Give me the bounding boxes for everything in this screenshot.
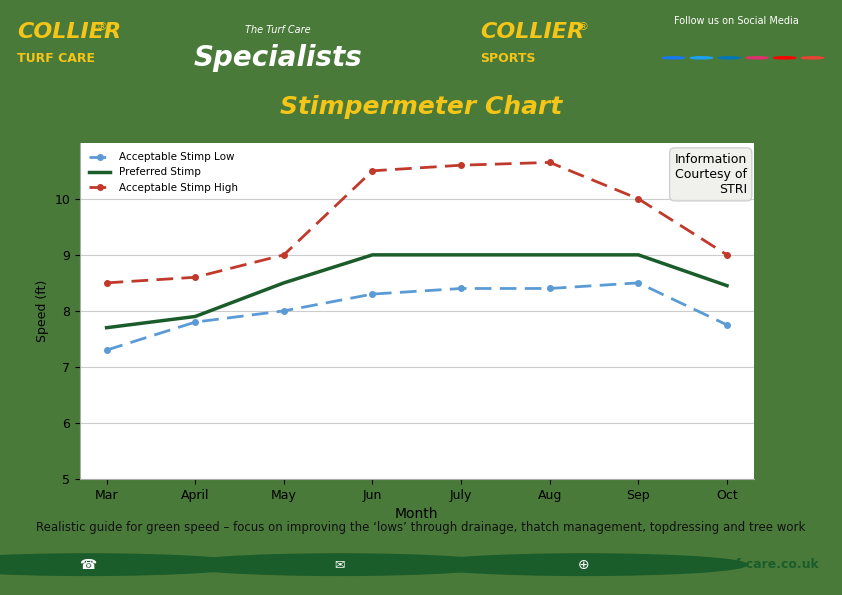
Text: The Turf Care: The Turf Care xyxy=(245,25,311,35)
Text: www.collier-turf-care.co.uk: www.collier-turf-care.co.uk xyxy=(628,558,819,571)
Text: Follow us on Social Media: Follow us on Social Media xyxy=(674,16,798,26)
Circle shape xyxy=(177,554,503,575)
Y-axis label: Speed (ft): Speed (ft) xyxy=(36,280,49,342)
Text: ☎: ☎ xyxy=(79,558,96,572)
Text: sales@collier-turf-care.co.uk: sales@collier-turf-care.co.uk xyxy=(384,558,584,571)
Text: SPORTS: SPORTS xyxy=(480,52,536,65)
Circle shape xyxy=(774,57,796,59)
Circle shape xyxy=(718,57,740,59)
Circle shape xyxy=(663,57,685,59)
X-axis label: Month: Month xyxy=(395,508,439,521)
Circle shape xyxy=(690,57,712,59)
Text: 01328 700600: 01328 700600 xyxy=(132,558,243,572)
Text: ®: ® xyxy=(578,23,589,33)
Text: ✉: ✉ xyxy=(334,558,344,571)
Text: Stimpermeter Chart: Stimpermeter Chart xyxy=(280,95,562,118)
Circle shape xyxy=(802,57,823,59)
Text: ⊕: ⊕ xyxy=(578,558,590,572)
Circle shape xyxy=(421,554,747,575)
Text: TURF CARE: TURF CARE xyxy=(17,52,95,65)
Text: COLLIER: COLLIER xyxy=(480,23,584,42)
Text: Specialists: Specialists xyxy=(194,44,362,72)
Legend: Acceptable Stimp Low, Preferred Stimp, Acceptable Stimp High: Acceptable Stimp Low, Preferred Stimp, A… xyxy=(85,148,242,197)
Text: Realistic guide for green speed – focus on improving the ‘lows’ through drainage: Realistic guide for green speed – focus … xyxy=(36,521,806,534)
Circle shape xyxy=(0,554,251,575)
Text: COLLIER: COLLIER xyxy=(17,23,121,42)
Circle shape xyxy=(746,57,768,59)
Text: Information
Courtesy of
STRI: Information Courtesy of STRI xyxy=(674,153,747,196)
Text: ®: ® xyxy=(97,23,108,33)
